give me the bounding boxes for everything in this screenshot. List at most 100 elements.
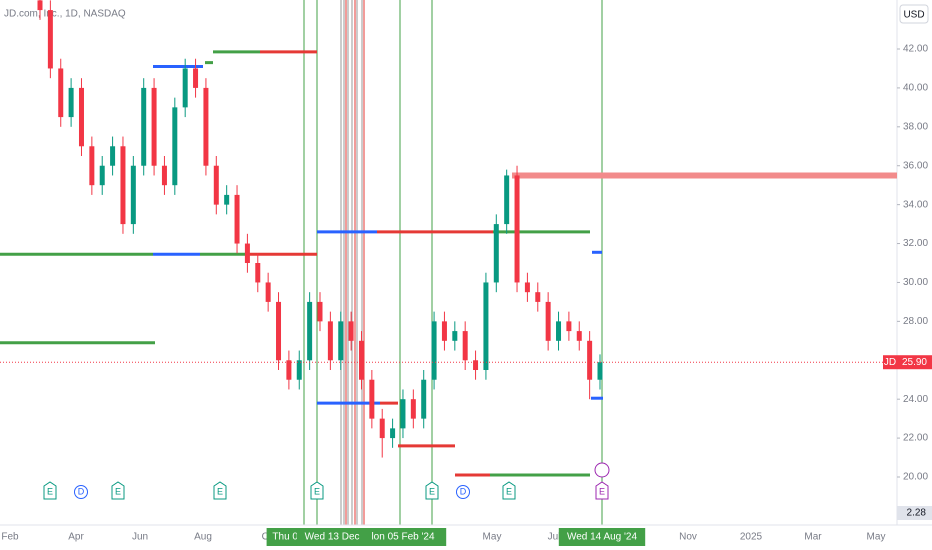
candle-body [130, 165, 136, 225]
time-label: May [867, 532, 886, 543]
candle-body [110, 146, 116, 166]
candle-body [379, 418, 385, 439]
candle-body [483, 282, 489, 370]
candle-body [161, 165, 167, 186]
time-label: Jul [548, 532, 561, 543]
time-label: Feb [1, 532, 19, 543]
event-label: D [460, 486, 467, 496]
candle-body [244, 243, 250, 263]
candle-body [327, 321, 333, 361]
time-label: 2025 [740, 532, 763, 543]
event-marker [310, 481, 324, 500]
candle-body [193, 68, 199, 88]
candle-body [151, 87, 157, 166]
earnings-icon [594, 462, 610, 478]
event-marker [213, 481, 227, 500]
candle-body [338, 321, 344, 361]
candle-body [431, 321, 437, 380]
candle-body [141, 87, 147, 166]
indicator-value: 2.28 [907, 508, 927, 519]
price-label: 28.00 [903, 316, 928, 327]
candle-body [514, 175, 520, 283]
candle-body [576, 331, 582, 341]
candle-body [203, 87, 209, 166]
time-label: Wed 14 Aug '24 [567, 532, 638, 543]
candle-body [120, 146, 126, 225]
indicator-tag [897, 506, 932, 520]
candle-body [348, 321, 354, 341]
candle-body [78, 87, 84, 147]
event-label: E [429, 486, 435, 496]
candle-body [68, 87, 74, 118]
candle-body [37, 0, 43, 11]
time-label: Thu 02 N [272, 532, 313, 543]
candle-body [172, 107, 178, 186]
symbol-tag [883, 355, 897, 370]
candle-body [504, 175, 510, 225]
candle-body [286, 360, 292, 380]
time-label: Wed 13 Dec '23 [305, 532, 376, 543]
price-label: 24.00 [903, 394, 928, 405]
candle-body [524, 282, 530, 293]
event-label: E [314, 486, 320, 496]
event-marker [595, 481, 609, 500]
time-label: Apr [68, 532, 84, 543]
price-label: 20.00 [903, 472, 928, 483]
price-label: 42.00 [903, 44, 928, 55]
candle-body [234, 194, 240, 244]
price-label: 36.00 [903, 160, 928, 171]
candle-body [182, 68, 188, 108]
candle-body [410, 399, 416, 419]
event-marker [456, 485, 470, 499]
event-marker [111, 481, 125, 500]
candle-body [58, 68, 64, 118]
candle-body [99, 165, 105, 186]
candle-body [369, 379, 375, 419]
candle-body [390, 428, 396, 439]
candle-body [587, 340, 593, 380]
candle-body [307, 301, 313, 361]
candle-body [535, 292, 541, 302]
candle-body [566, 321, 572, 332]
event-marker [425, 481, 439, 500]
symbol-title: JD.com, Inc., 1D, NASDAQ [4, 9, 126, 20]
event-label: E [599, 486, 605, 496]
candle-body [224, 194, 230, 205]
vertical-lines [303, 0, 603, 525]
event-marker [74, 485, 88, 499]
candle-body [47, 10, 53, 69]
event-label: E [506, 486, 512, 496]
time-label: Aug [194, 532, 212, 543]
currency-button[interactable] [899, 4, 929, 24]
candle-body [441, 321, 447, 341]
symbol: JD [884, 357, 896, 368]
time-highlight [359, 528, 447, 546]
time-label: Nov [679, 532, 697, 543]
time-label: lon 05 Feb '24 [371, 532, 435, 543]
candle-body [255, 263, 261, 283]
candle-body [265, 282, 271, 302]
price-label: 22.00 [903, 433, 928, 444]
price-label: 30.00 [903, 277, 928, 288]
candle-body [213, 165, 219, 205]
price-value: 25.90 [902, 357, 927, 368]
event-marker [43, 481, 57, 500]
event-label: E [217, 486, 223, 496]
candle-body [545, 301, 551, 341]
candle-body [452, 331, 458, 341]
candle-body [462, 331, 468, 361]
candle-body [276, 301, 282, 361]
currency[interactable]: USD [903, 10, 924, 21]
candle-body [400, 399, 406, 429]
event-marker [502, 481, 516, 500]
price-label: 38.00 [903, 121, 928, 132]
candle-body [358, 340, 364, 380]
price-label: 40.00 [903, 83, 928, 94]
time-label: Mar [804, 532, 822, 543]
price-tag [897, 355, 932, 370]
candle-body [89, 146, 95, 186]
event-label: D [78, 486, 85, 496]
candle-body [493, 224, 499, 283]
